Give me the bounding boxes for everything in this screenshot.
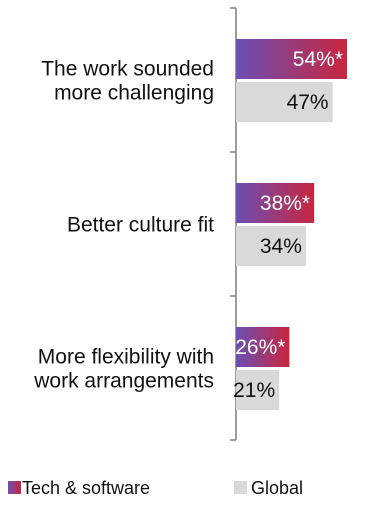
bars-layer <box>236 39 347 410</box>
data-label-tech-software-2: 26%* <box>235 336 285 359</box>
data-label-global-2: 21% <box>233 379 275 402</box>
legend: Tech & software Global <box>8 478 303 498</box>
category-label-1-line-0: Better culture fit <box>67 214 214 237</box>
category-label-0-line-0: The work sounded <box>41 58 214 81</box>
bar-tech-software-1 <box>236 183 315 223</box>
category-label-2-line-0: More flexibility with <box>38 346 214 369</box>
bar-tech-software-2 <box>236 327 290 367</box>
bar-global-2 <box>236 370 280 410</box>
legend-swatch-global <box>234 481 247 494</box>
data-label-tech-software-1: 38%* <box>260 192 310 215</box>
bar-tech-software-0 <box>236 39 347 79</box>
data-label-global-1: 34% <box>260 235 302 258</box>
legend-label-global: Global <box>251 478 303 498</box>
bar-global-1 <box>236 226 306 266</box>
legend-label-tech-software: Tech & software <box>22 478 150 498</box>
data-label-tech-software-0: 54%* <box>293 48 343 71</box>
legend-swatch-tech-software <box>8 481 21 494</box>
category-label-0-line-1: more challenging <box>54 82 214 105</box>
bar-global-0 <box>236 82 333 122</box>
data-label-global-0: 47% <box>287 91 329 114</box>
axis-layer <box>230 7 237 441</box>
category-label-2-line-1: work arrangements <box>33 370 214 393</box>
